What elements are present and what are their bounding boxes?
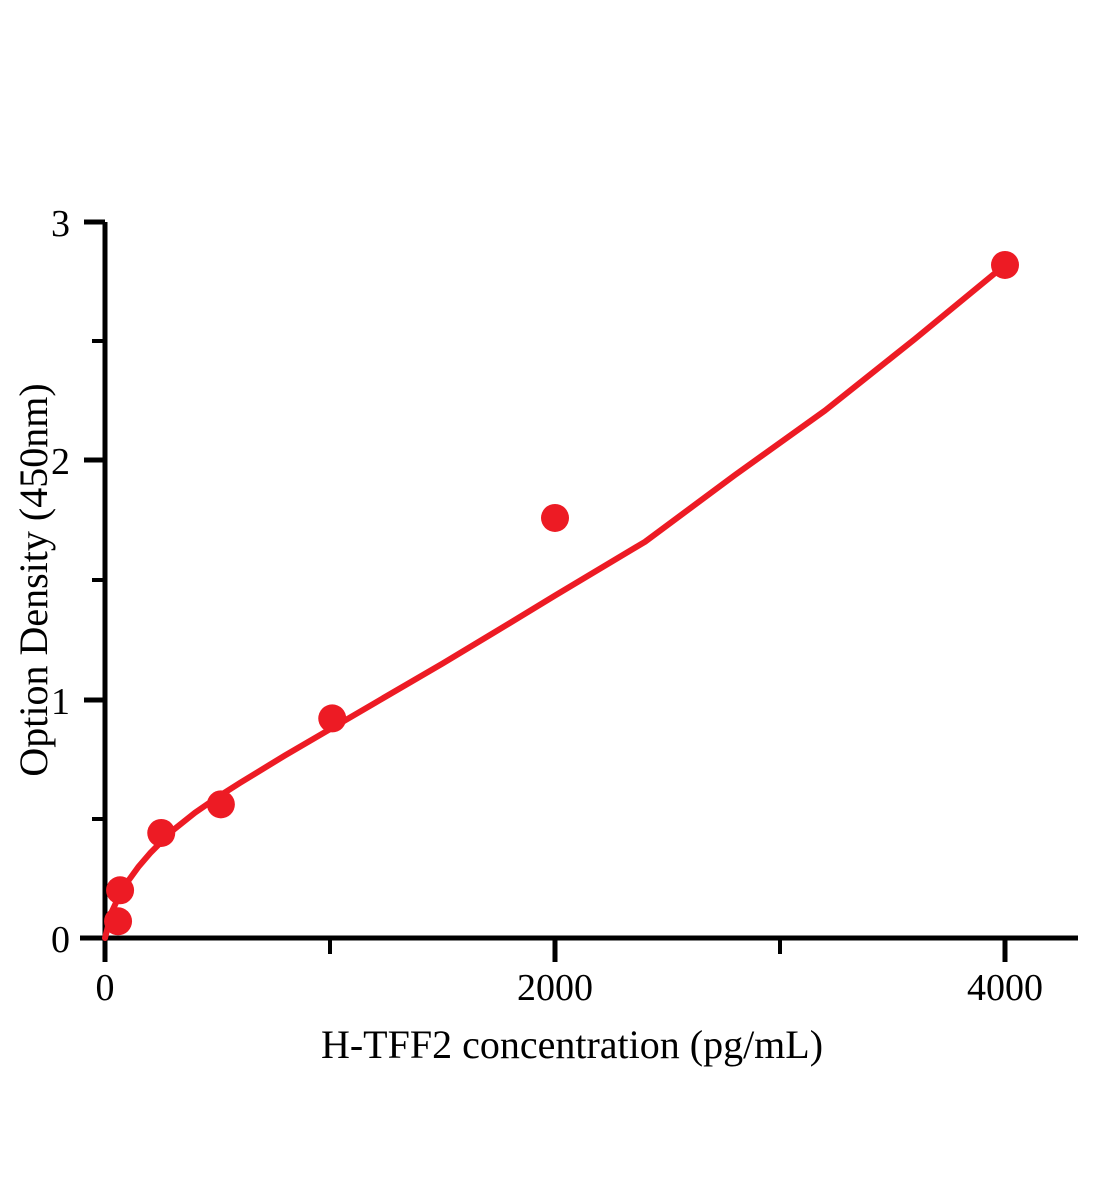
data-point [541, 503, 569, 532]
x-axis-title: H-TFF2 concentration (pg/mL) [321, 1022, 823, 1067]
data-point [147, 818, 176, 847]
y-tick-label-1: 1 [51, 681, 70, 723]
y-axis-title: Option Density (450nm) [11, 383, 56, 776]
y-axis-major-ticks [84, 219, 105, 941]
data-point [106, 876, 135, 905]
data-point [318, 704, 347, 733]
fit-curve [102, 261, 1008, 941]
x-tick-label-0: 0 [96, 967, 115, 1009]
data-point-group [104, 250, 1019, 936]
x-tick-label-4000: 4000 [967, 967, 1043, 1009]
x-axis-minor-ticks [328, 938, 782, 954]
data-point [991, 250, 1019, 279]
data-point [206, 790, 235, 819]
y-tick-label-3: 3 [51, 203, 70, 245]
x-tick-label-2000: 2000 [517, 967, 593, 1009]
data-point [104, 907, 133, 936]
y-axis-minor-ticks [92, 339, 105, 821]
x-axis-major-ticks [102, 938, 1008, 962]
y-tick-label-2: 2 [51, 441, 70, 483]
y-tick-label-0: 0 [51, 919, 70, 961]
